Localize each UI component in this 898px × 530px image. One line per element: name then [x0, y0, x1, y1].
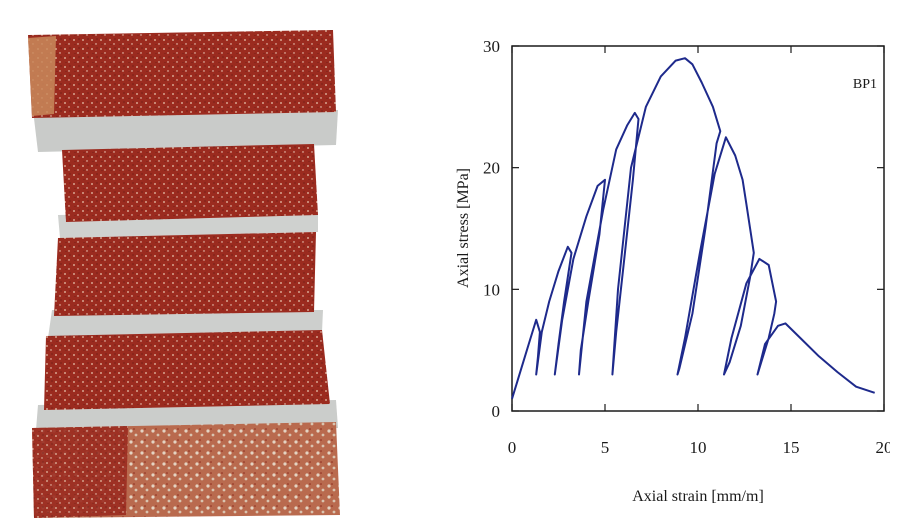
y-tick-labels: 0 10 20 30: [483, 37, 500, 421]
x-tick-labels: 0 5 10 15 20: [508, 438, 890, 457]
x-tick-label: 10: [690, 438, 707, 457]
stress-strain-chart: 0 5 10 15 20 0 10 20 30 Axial strain [mm/m] Axi…: [455, 37, 890, 505]
y-tick-label: 0: [492, 402, 501, 421]
axis-ticks: [511, 45, 885, 412]
x-axis-title: Axial strain [mm/m]: [632, 488, 764, 505]
x-tick-label: 15: [783, 438, 800, 457]
y-tick-label: 20: [483, 159, 500, 178]
x-tick-label: 0: [508, 438, 517, 457]
specimen-label: BP1: [853, 77, 877, 92]
series-group: [511, 57, 876, 400]
plot-frame: [511, 45, 885, 412]
y-tick-label: 10: [483, 280, 500, 299]
y-tick-label: 30: [483, 37, 500, 56]
brick-prism-photo: [28, 30, 340, 518]
x-tick-label: 5: [601, 438, 610, 457]
y-axis-title: Axial stress [MPa]: [455, 168, 472, 288]
stress-strain-series-line: [511, 57, 876, 400]
x-tick-label: 20: [876, 438, 891, 457]
